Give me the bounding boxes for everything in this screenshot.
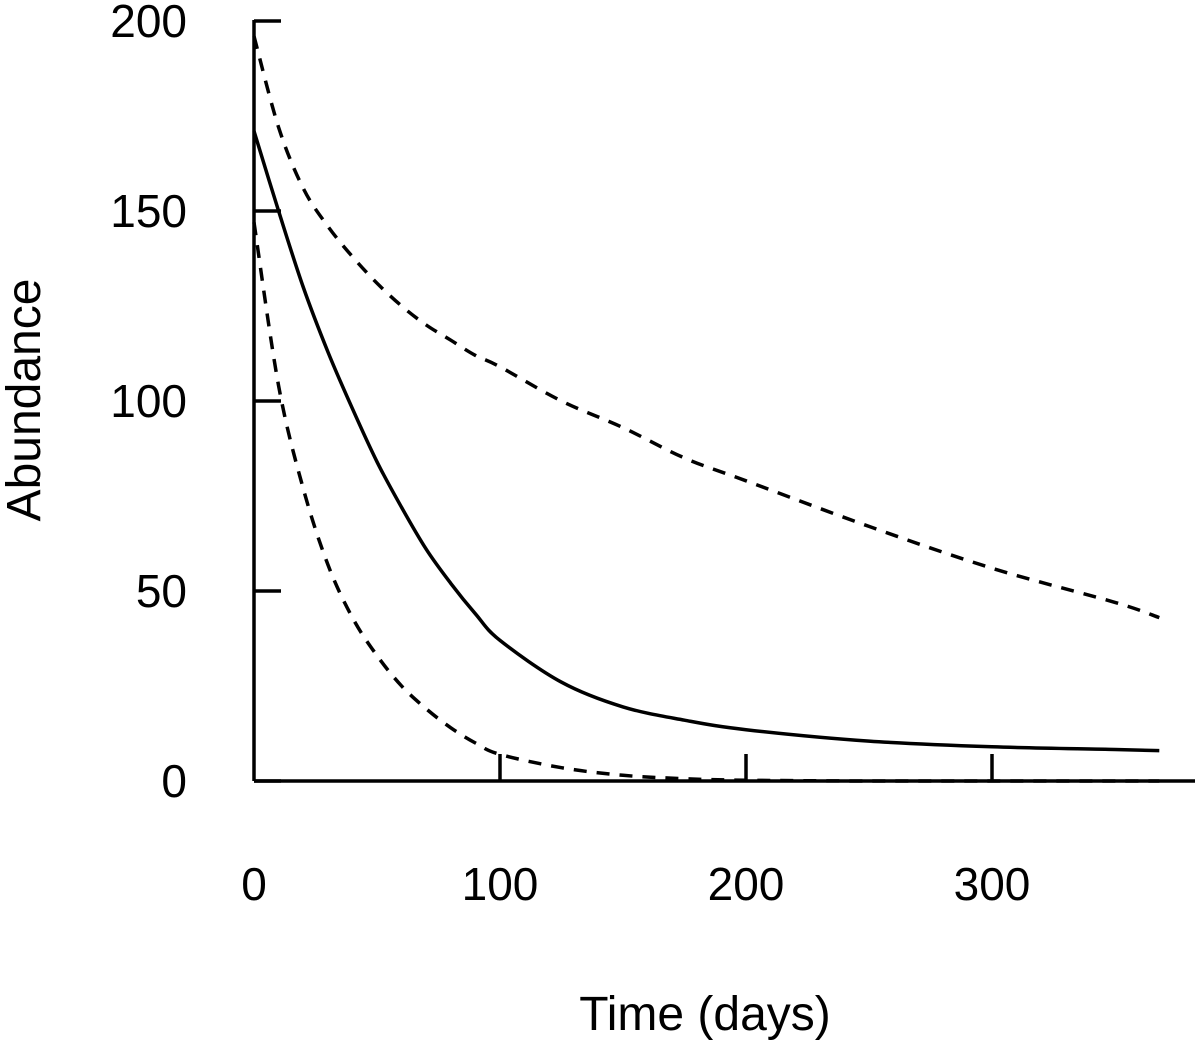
y-axis-title: Abundance — [0, 279, 51, 522]
x-tick-label: 0 — [241, 858, 267, 910]
axes — [252, 20, 1195, 783]
x-ticks: 0 100 200 300 — [241, 754, 1030, 910]
y-tick-label: 0 — [161, 755, 187, 807]
y-tick-label: 100 — [110, 375, 187, 427]
x-tick-label: 100 — [462, 858, 539, 910]
x-tick-label: 200 — [708, 858, 785, 910]
series-group — [252, 35, 1160, 783]
y-tick-label: 150 — [110, 185, 187, 237]
y-tick-label: 200 — [110, 0, 187, 47]
dashed-series-line-2 — [252, 222, 1160, 783]
y-tick-label: 50 — [136, 565, 187, 617]
solid-series-line-0 — [252, 130, 1160, 753]
y-ticks: 0 50 100 150 200 — [110, 0, 281, 807]
x-axis-title: Time (days) — [579, 988, 831, 1041]
dashed-series-line-1 — [252, 35, 1160, 620]
x-tick-label: 300 — [954, 858, 1031, 910]
